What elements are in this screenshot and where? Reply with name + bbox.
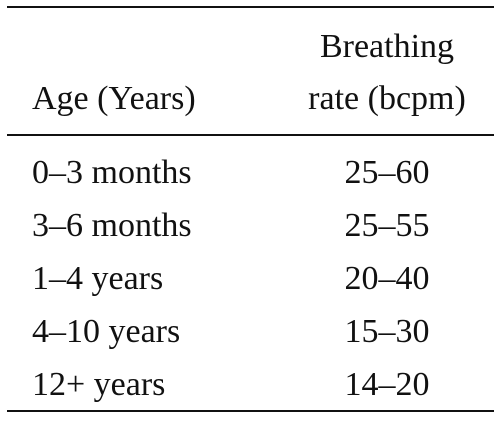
row-rate: 15–30 <box>344 313 430 350</box>
bottom-rule <box>7 410 494 412</box>
row-rate: 20–40 <box>344 260 430 297</box>
row-rate: 25–60 <box>344 154 430 191</box>
header-breathing-rate-line1: Breathing <box>319 28 455 65</box>
row-age: 1–4 years <box>32 260 164 297</box>
row-age: 0–3 months <box>32 154 192 191</box>
header-breathing-rate-line2: rate (bcpm) <box>308 80 466 117</box>
header-age: Age (Years) <box>32 80 196 117</box>
top-rule <box>7 6 494 8</box>
row-rate: 25–55 <box>344 207 430 244</box>
row-age: 12+ years <box>32 366 166 403</box>
row-age: 4–10 years <box>32 313 181 350</box>
row-age: 3–6 months <box>32 207 192 244</box>
row-rate: 14–20 <box>344 366 430 403</box>
header-rule <box>7 134 494 136</box>
